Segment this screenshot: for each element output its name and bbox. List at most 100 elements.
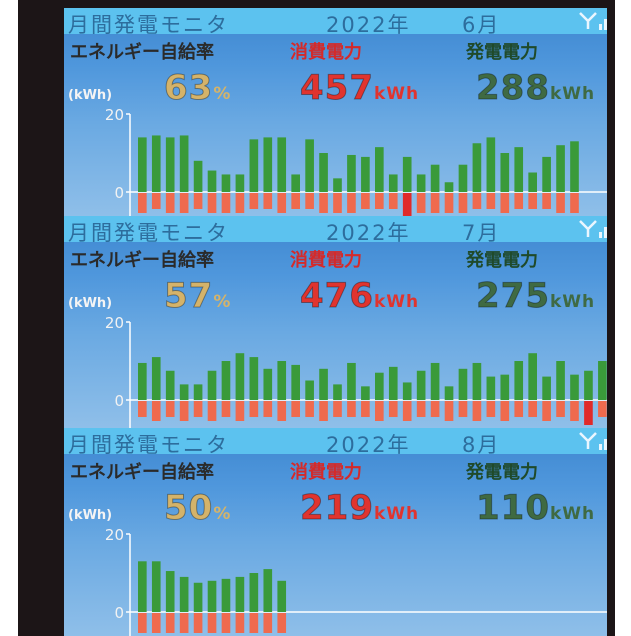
consumption-bar (235, 401, 245, 421)
generation-bar (500, 153, 510, 192)
generation-bar (179, 576, 189, 612)
self-sufficiency-value: 50% (163, 488, 232, 529)
generation-bar (444, 182, 454, 192)
consumption-bar (138, 401, 147, 417)
consumption-bar (207, 193, 217, 213)
generation-bar (598, 361, 607, 400)
consumption-bar (193, 401, 203, 417)
generation-bar (584, 370, 593, 400)
generation-label: 発電電力 (466, 250, 538, 271)
generation-bar (402, 156, 412, 192)
generation-bar (263, 368, 273, 400)
consumption-bar (416, 401, 426, 417)
generation-bar (472, 143, 482, 192)
consumption-bar (277, 401, 287, 421)
consumption-bar (556, 193, 565, 213)
generation-bar (221, 361, 231, 400)
title-month: 6月 (462, 13, 501, 37)
consumption-bar (165, 613, 175, 633)
consumption-bar (138, 613, 147, 633)
generation-bar (416, 174, 426, 192)
consumption-bar (486, 193, 496, 209)
generation-bar (221, 174, 231, 192)
y-tick-label: 20 (105, 528, 124, 544)
y-tick-label: 20 (105, 316, 124, 332)
consumption-bar (193, 613, 203, 633)
generation-bar (333, 178, 342, 192)
consumption-bar (500, 401, 510, 421)
generation-bar (151, 135, 161, 192)
consumption-bar (416, 193, 426, 213)
consumption-bar (291, 401, 300, 417)
consumption-bar (221, 401, 231, 417)
consumption-bar (221, 193, 231, 213)
unit-label: (kWh) (68, 88, 113, 103)
generation-bar (235, 576, 245, 612)
generation-bar (249, 573, 259, 612)
consumption-bar (472, 193, 482, 209)
unit-label: (kWh) (68, 296, 113, 311)
title-month: 7月 (462, 221, 501, 245)
consumption-bar (402, 401, 412, 421)
monitor-panel-july: 月間発電モニタ 2022年 7月 エネルギー自給率 消費電力 発電電力 (kWh… (64, 216, 615, 428)
consumption-bar (319, 193, 328, 213)
self-sufficiency-value: 63% (163, 68, 232, 109)
generation-bar (542, 156, 551, 192)
consumption-bar (570, 401, 579, 421)
consumption-bar (542, 193, 551, 209)
generation-bar (193, 582, 203, 612)
consumption-bar (486, 401, 496, 417)
generation-bar (165, 370, 175, 400)
generation-bar (291, 174, 300, 192)
consumption-bar (430, 193, 440, 213)
consumption-bar (221, 613, 231, 633)
consumption-bar (430, 401, 440, 417)
consumption-bar (444, 193, 454, 213)
generation-value: 275kWh (476, 276, 596, 317)
consumption-bar (277, 193, 287, 213)
generation-bar (333, 384, 342, 400)
consumption-bar (249, 613, 259, 633)
consumption-bar (165, 193, 175, 213)
generation-bar (207, 170, 217, 192)
generation-bar (500, 374, 510, 400)
generation-bar (291, 364, 300, 400)
generation-bar (514, 361, 524, 400)
consumption-bar (179, 193, 189, 213)
consumption-value: 219kWh (300, 488, 420, 529)
generation-bar (556, 361, 565, 400)
generation-bar (207, 370, 217, 400)
self-sufficiency-label: エネルギー自給率 (70, 462, 214, 483)
consumption-bar (556, 401, 565, 417)
generation-bar (570, 141, 579, 192)
generation-label: 発電電力 (466, 462, 538, 483)
consumption-bar (347, 401, 356, 417)
consumption-label: 消費電力 (290, 42, 362, 63)
consumption-bar (333, 193, 342, 213)
self-sufficiency-label: エネルギー自給率 (70, 250, 214, 271)
generation-bar (416, 370, 426, 400)
generation-bar (430, 362, 440, 400)
generation-bar (444, 386, 454, 400)
consumption-bar (138, 193, 147, 213)
generation-bar (388, 366, 398, 400)
generation-bar (165, 571, 175, 612)
generation-bar (361, 156, 370, 192)
consumption-bar (542, 401, 551, 421)
generation-bar (528, 172, 537, 192)
consumption-bar (305, 193, 314, 209)
consumption-bar (361, 401, 370, 417)
consumption-bar (207, 401, 217, 421)
generation-bar (138, 137, 147, 192)
consumption-value: 457kWh (300, 68, 420, 109)
consumption-bar (388, 401, 398, 417)
generation-bar (375, 372, 384, 400)
consumption-bar (347, 193, 356, 213)
generation-bar (277, 580, 287, 612)
consumption-bar (514, 401, 524, 417)
title-name: 月間発電モニタ (68, 13, 229, 37)
generation-bar (207, 580, 217, 612)
consumption-bar (305, 401, 314, 417)
consumption-bar (151, 613, 161, 633)
generation-bar (388, 174, 398, 192)
